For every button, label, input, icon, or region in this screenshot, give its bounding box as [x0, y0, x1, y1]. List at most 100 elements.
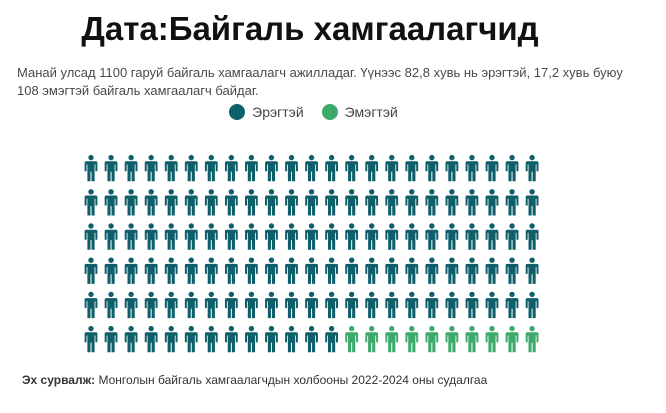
- legend-item-female: Эмэгтэй: [321, 104, 398, 120]
- person-icon: [345, 154, 359, 182]
- person-icon: [305, 257, 318, 284]
- legend-label-male: Эрэгтэй: [252, 104, 304, 120]
- source-text: Монголын байгаль хамгаалагчдын холбооны …: [98, 373, 488, 387]
- person-icon: [84, 291, 98, 319]
- person-icon: [525, 257, 539, 284]
- person-icon: [505, 189, 519, 216]
- person-icon: [325, 154, 338, 182]
- person-icon: [124, 291, 138, 319]
- person-icon: [285, 325, 298, 353]
- person-icon: [224, 291, 238, 319]
- person-icon: [224, 325, 238, 353]
- person-icon: [124, 154, 138, 182]
- person-icon: [485, 154, 499, 182]
- person-icon: [204, 223, 218, 250]
- person-icon: [445, 325, 459, 353]
- person-icon: [325, 189, 338, 216]
- person-icon: [245, 154, 258, 182]
- person-icon: [184, 325, 198, 353]
- person-icon: [505, 154, 519, 182]
- person-icon: [164, 189, 178, 216]
- person-icon: [184, 223, 198, 250]
- person-icon: [525, 325, 539, 353]
- person-icon: [305, 189, 318, 216]
- person-icon: [465, 189, 479, 216]
- legend-swatch-female: [321, 104, 338, 120]
- person-icon: [325, 257, 338, 284]
- person-icon: [144, 189, 158, 216]
- person-icon: [204, 189, 218, 216]
- person-icon: [505, 223, 519, 250]
- person-icon: [285, 257, 298, 284]
- person-icon: [124, 325, 138, 353]
- person-icon: [305, 154, 318, 182]
- person-icon: [184, 189, 198, 216]
- person-icon: [184, 154, 198, 182]
- person-icon: [245, 223, 258, 250]
- person-icon: [465, 291, 479, 319]
- person-icon: [224, 154, 238, 182]
- person-icon: [365, 325, 379, 353]
- person-icon: [525, 189, 539, 216]
- person-icon: [164, 257, 178, 284]
- person-icon: [305, 325, 318, 353]
- person-icon: [204, 291, 218, 319]
- person-icon: [425, 291, 439, 319]
- person-icon: [224, 189, 238, 216]
- person-icon: [465, 325, 479, 353]
- person-icon: [505, 257, 519, 284]
- person-icon: [465, 223, 479, 250]
- person-icon: [305, 223, 318, 250]
- person-icon: [425, 189, 439, 216]
- person-icon: [164, 223, 178, 250]
- person-icon: [84, 257, 98, 284]
- chart-title: Дата:Байгаль хамгаалагчид: [81, 10, 539, 47]
- person-icon: [425, 154, 439, 182]
- person-icon: [385, 325, 399, 353]
- person-icon: [445, 291, 459, 319]
- person-icon: [405, 154, 419, 182]
- person-icon: [265, 325, 278, 353]
- legend-label-female: Эмэгтэй: [344, 104, 398, 120]
- person-icon: [445, 189, 459, 216]
- person-icon: [505, 291, 519, 319]
- person-icon: [345, 291, 359, 319]
- person-icon: [285, 291, 298, 319]
- person-icon: [345, 257, 359, 284]
- person-icon: [224, 223, 238, 250]
- person-icon: [385, 257, 399, 284]
- legend-swatch-male: [229, 104, 246, 120]
- person-icon: [525, 154, 539, 182]
- person-icon: [224, 257, 238, 284]
- person-icon: [485, 223, 499, 250]
- person-icon: [445, 223, 459, 250]
- person-icon: [405, 325, 419, 353]
- person-icon: [345, 325, 359, 353]
- person-icon: [104, 189, 118, 216]
- person-icon: [285, 154, 298, 182]
- person-icon: [245, 257, 258, 284]
- person-icon: [104, 291, 118, 319]
- person-icon: [84, 223, 98, 250]
- person-icon: [405, 223, 419, 250]
- person-icon: [485, 291, 499, 319]
- person-icon: [204, 325, 218, 353]
- person-icon: [265, 291, 278, 319]
- person-icon: [245, 189, 258, 216]
- person-icon: [285, 189, 298, 216]
- person-icon: [525, 223, 539, 250]
- person-icon: [104, 325, 118, 353]
- chart-subtitle: Манай улсад 1100 гаруй байгаль хамгаалаг…: [17, 65, 623, 98]
- person-icon: [405, 291, 419, 319]
- person-icon: [345, 223, 359, 250]
- person-icon: [285, 223, 298, 250]
- person-icon: [425, 223, 439, 250]
- person-icon: [164, 154, 178, 182]
- person-icon: [485, 325, 499, 353]
- person-icon: [144, 154, 158, 182]
- person-icon: [84, 154, 98, 182]
- person-icon: [385, 223, 399, 250]
- person-icon: [265, 189, 278, 216]
- person-icon: [425, 325, 439, 353]
- person-icon: [365, 291, 379, 319]
